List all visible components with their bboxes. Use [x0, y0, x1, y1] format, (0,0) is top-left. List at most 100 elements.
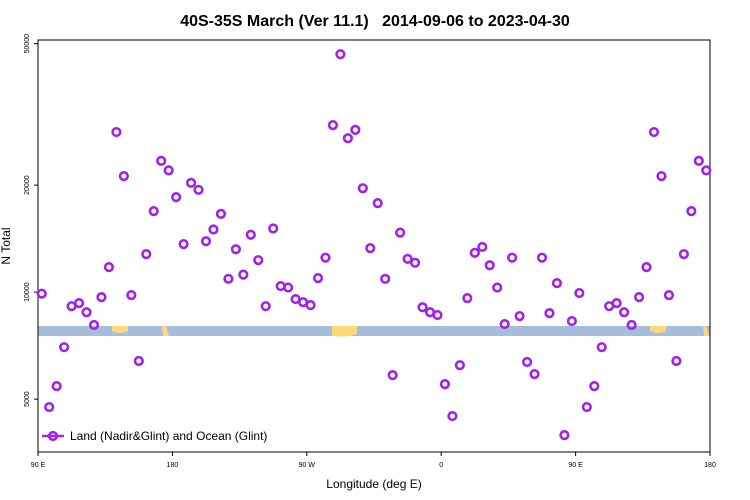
scatter-point	[327, 120, 339, 131]
scatter-point	[111, 126, 122, 138]
scatter-point	[387, 370, 398, 381]
scatter-point	[193, 184, 204, 195]
scatter-point	[44, 401, 55, 413]
scatter-point	[312, 273, 324, 284]
scatter-point	[342, 133, 353, 144]
scatter-point	[484, 260, 495, 271]
y-axis-label: N Total	[0, 227, 13, 264]
scatter-point	[245, 229, 256, 240]
scatter-point	[574, 287, 585, 299]
scatter-point	[215, 208, 227, 219]
scatter-point	[260, 301, 271, 312]
scatter-point	[283, 282, 294, 293]
scatter-point	[462, 293, 473, 304]
scatter-point	[133, 355, 144, 367]
scatter-point	[357, 183, 368, 194]
scatter-point	[648, 126, 660, 138]
scatter-point	[365, 242, 376, 254]
scatter-point	[641, 261, 652, 273]
scatter-point	[208, 224, 219, 235]
scatter-point	[126, 289, 137, 301]
y-tick-label: 5000	[24, 391, 31, 407]
scatter-point	[88, 319, 100, 331]
scatter-point	[380, 273, 391, 284]
scatter-point	[447, 410, 458, 422]
scatter-point	[469, 247, 480, 258]
scatter-point	[611, 298, 622, 309]
scatter-point	[335, 49, 346, 60]
scatter-point	[536, 252, 548, 263]
x-tick-label: 90 W	[299, 462, 316, 469]
scatter-point	[402, 253, 413, 265]
x-tick-label: 180	[704, 462, 716, 469]
scatter-point	[589, 381, 600, 392]
scatter-point	[253, 255, 264, 266]
scatter-point	[671, 355, 682, 367]
scatter-point	[499, 318, 510, 330]
scatter-point	[118, 171, 129, 182]
x-tick-label: 90 E	[568, 462, 583, 469]
scatter-point	[36, 288, 47, 299]
scatter-point	[96, 292, 107, 303]
y-tick-label: 10000	[24, 282, 31, 302]
x-tick-label: 180	[167, 462, 179, 469]
scatter-point	[678, 249, 689, 260]
scatter-point	[492, 282, 503, 293]
scatter-point	[514, 311, 525, 322]
scatter-point	[103, 261, 115, 273]
scatter-point	[686, 206, 697, 217]
scatter-point	[633, 292, 645, 303]
scatter-point	[171, 192, 182, 203]
scatter-point	[163, 165, 174, 176]
scatter-point	[178, 238, 189, 250]
scatter-point	[566, 315, 577, 327]
scatter-point	[626, 319, 637, 331]
scatter-point	[701, 165, 712, 176]
scatter-point	[305, 300, 316, 311]
scatter-point	[238, 269, 249, 280]
scatter-point	[185, 177, 197, 188]
scatter-point	[656, 171, 667, 182]
scatter-point	[59, 342, 70, 353]
scatter-point	[581, 401, 592, 413]
scatter-point	[156, 155, 167, 166]
scatter-point	[320, 252, 331, 263]
scatter-point	[73, 298, 85, 309]
scatter-point	[268, 223, 279, 234]
x-axis-label: Longitude (deg E)	[326, 477, 421, 491]
scatter-point	[477, 241, 488, 253]
x-tick-label: 90 E	[31, 462, 46, 469]
scatter-point	[350, 124, 361, 135]
scatter-point	[372, 198, 383, 209]
scatter-point	[417, 302, 428, 313]
scatter-point	[141, 249, 152, 260]
scatter-point	[693, 155, 704, 166]
scatter-point	[551, 278, 563, 289]
legend-label: Land (Nadir&Glint) and Ocean (Glint)	[70, 429, 267, 443]
scatter-point	[51, 381, 62, 392]
scatter-point	[559, 430, 570, 441]
scatter-point	[395, 227, 406, 238]
plot-frame	[37, 39, 711, 453]
x-tick-label: 0	[439, 462, 443, 469]
scatter-point	[619, 307, 630, 318]
scatter-point	[544, 307, 555, 319]
y-tick-label: 20000	[24, 175, 31, 195]
scatter-point	[200, 236, 212, 247]
scatter-point	[663, 289, 675, 301]
scatter-point	[223, 273, 234, 284]
scatter-point	[230, 244, 241, 255]
scatter-point	[521, 356, 533, 368]
scatter-point	[454, 360, 465, 371]
scatter-point	[81, 307, 92, 318]
scatter-point	[529, 368, 540, 380]
scatter-point	[439, 379, 451, 390]
map-strip	[38, 326, 710, 336]
chart-title: 40S-35S March (Ver 11.1) 2014-09-06 to 2…	[180, 13, 570, 30]
scatter-point	[507, 252, 518, 263]
legend-marker	[47, 430, 59, 442]
scatter-point	[148, 206, 159, 217]
scatter-point	[409, 257, 421, 268]
scatter-point	[596, 342, 607, 353]
